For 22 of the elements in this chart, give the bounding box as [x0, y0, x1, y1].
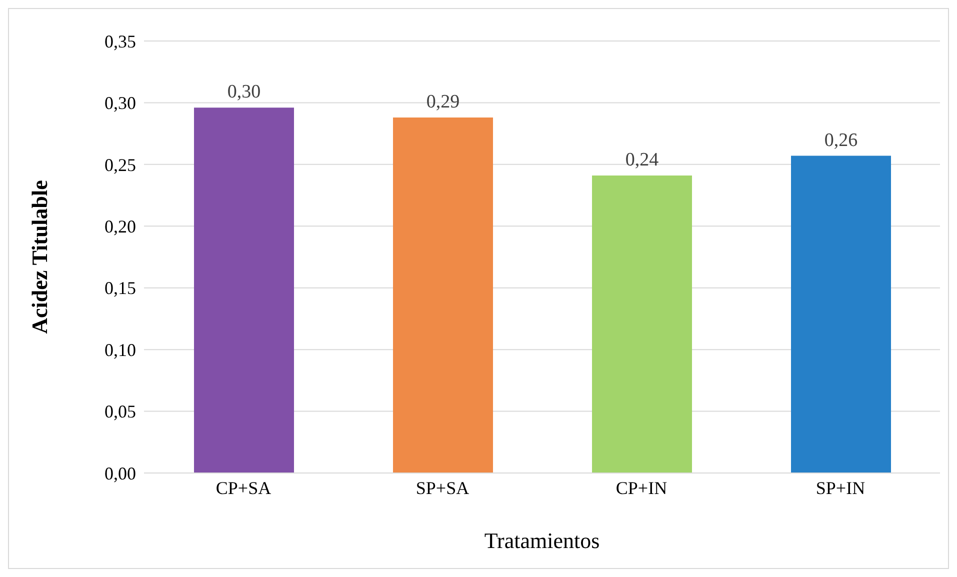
data-label: 0,30: [227, 82, 261, 103]
bar: [791, 156, 891, 473]
x-axis-title: Tratamientos: [484, 528, 600, 553]
bar: [592, 176, 692, 473]
data-label: 0,29: [426, 92, 460, 113]
y-axis-title: Acidez Titulable: [26, 180, 52, 334]
y-tick-label: 0,20: [104, 216, 136, 237]
bar: [194, 108, 294, 473]
data-label: 0,26: [824, 130, 858, 151]
y-tick-label: 0,25: [104, 154, 136, 175]
x-tick-label: SP+SA: [416, 478, 470, 498]
x-tick-label: CP+IN: [616, 478, 668, 498]
y-tick-label: 0,35: [104, 31, 136, 52]
y-tick-label: 0,10: [104, 340, 136, 360]
y-tick-label: 0,15: [104, 278, 136, 298]
x-tick-label: CP+SA: [216, 478, 272, 498]
x-tick-label: SP+IN: [816, 478, 866, 498]
bar: [393, 118, 493, 473]
y-tick-label: 0,05: [104, 402, 136, 422]
data-label: 0,24: [625, 150, 660, 171]
y-tick-label: 0,00: [104, 463, 136, 484]
y-tick-label: 0,30: [104, 93, 136, 114]
